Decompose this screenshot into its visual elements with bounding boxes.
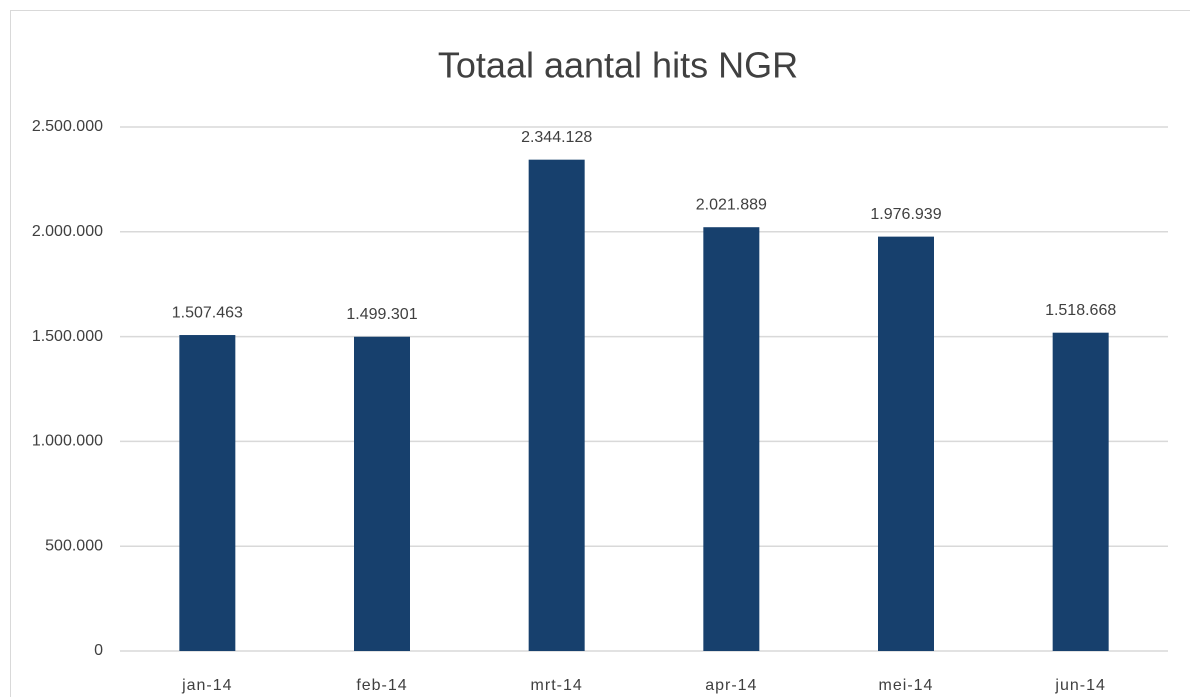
y-tick-label: 0: [94, 642, 103, 659]
y-tick-label: 1.000.000: [32, 433, 103, 450]
x-tick-label: jun-14: [1054, 677, 1105, 694]
x-tick-label: mei-14: [879, 677, 934, 694]
bar: [1052, 332, 1109, 651]
value-label: 2.021.889: [696, 196, 767, 213]
value-label: 1.499.301: [346, 306, 417, 323]
bar: [703, 227, 760, 651]
y-tick-label: 2.000.000: [32, 223, 103, 240]
value-label: 1.507.463: [172, 304, 243, 321]
bar: [179, 335, 236, 651]
x-tick-label: apr-14: [705, 677, 757, 694]
x-tick-label: jan-14: [181, 677, 232, 694]
bar: [878, 236, 934, 651]
x-tick-label: mrt-14: [531, 677, 583, 694]
x-tick-label: feb-14: [356, 677, 407, 694]
bar: [354, 336, 410, 651]
y-tick-label: 1.500.000: [32, 328, 103, 345]
value-label: 1.976.939: [870, 206, 941, 223]
value-label: 2.344.128: [521, 129, 592, 146]
y-tick-label: 2.500.000: [32, 118, 103, 135]
value-label: 1.518.668: [1045, 302, 1116, 319]
y-tick-label: 500.000: [45, 537, 103, 554]
chart-border: [10, 10, 1190, 697]
chart-title: Totaal aantal hits NGR: [438, 45, 798, 86]
bar: [528, 159, 585, 651]
